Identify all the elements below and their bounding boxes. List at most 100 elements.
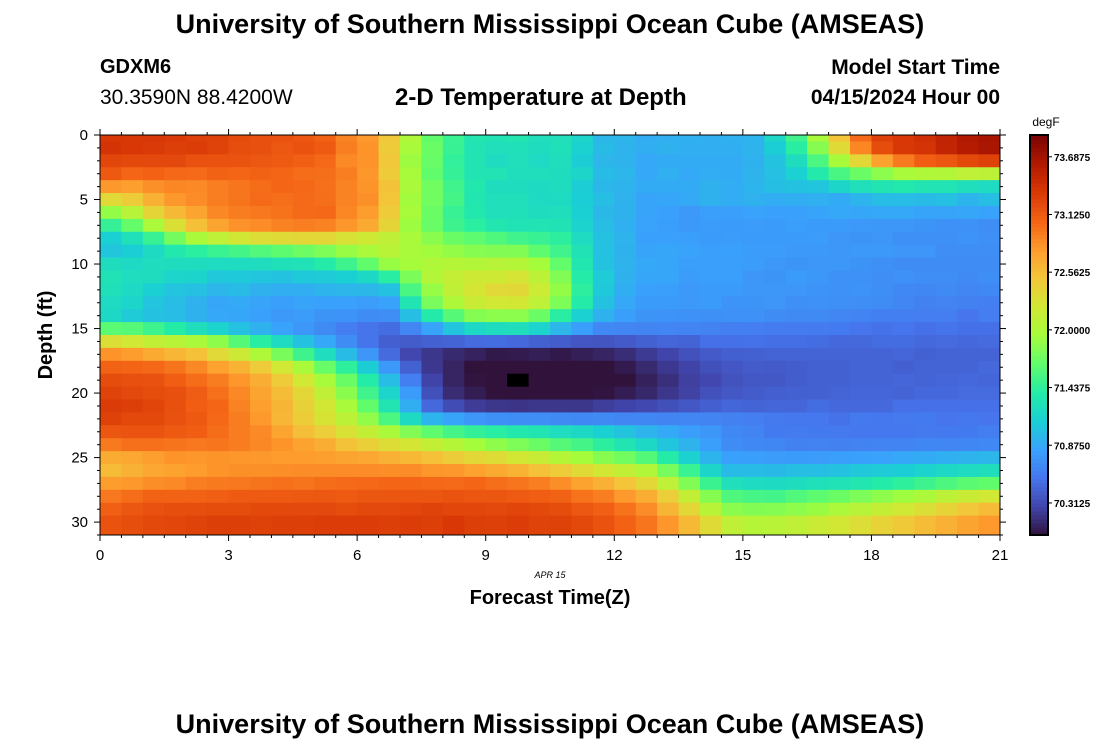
heatmap-cell <box>614 347 637 362</box>
heatmap-cell <box>464 451 487 465</box>
colorbar-segment <box>1030 399 1048 404</box>
heatmap-cell <box>785 386 808 401</box>
heatmap-cell <box>550 193 573 207</box>
heatmap-cell <box>250 244 273 259</box>
heatmap-cell <box>121 451 144 465</box>
heatmap-cell <box>635 205 658 220</box>
heatmap-cell <box>828 296 851 310</box>
heatmap-cell <box>142 373 165 388</box>
heatmap-cell <box>807 489 830 504</box>
heatmap-cell <box>292 373 315 388</box>
heatmap-cell <box>892 154 915 168</box>
heatmap-cell <box>592 231 615 246</box>
heatmap-cell <box>571 257 594 272</box>
heatmap-cell <box>978 205 1000 220</box>
heatmap-cell <box>485 309 508 323</box>
heatmap-cell <box>185 257 208 272</box>
colorbar-segment <box>1030 199 1048 204</box>
heatmap-cell <box>250 360 273 375</box>
heatmap-cell <box>742 322 765 336</box>
heatmap-cell <box>614 515 637 535</box>
heatmap-cell <box>314 515 337 535</box>
heatmap-cell <box>142 412 165 426</box>
heatmap-cell <box>957 425 980 439</box>
heatmap-cell <box>721 489 744 504</box>
colorbar-segment <box>1030 159 1048 164</box>
heatmap-cell <box>764 135 787 143</box>
heatmap-cell <box>614 476 637 491</box>
heatmap-cell <box>892 438 915 452</box>
heatmap-cell <box>635 296 658 310</box>
heatmap-cell <box>614 412 637 426</box>
heatmap-cell <box>528 451 551 465</box>
heatmap-cell <box>142 515 165 535</box>
heatmap-cell <box>785 347 808 362</box>
heatmap-cell <box>442 296 465 310</box>
heatmap-cell <box>314 257 337 272</box>
heatmap-cell <box>485 244 508 259</box>
heatmap-cell <box>292 412 315 426</box>
heatmap-cell <box>185 515 208 535</box>
heatmap-cell <box>571 296 594 310</box>
heatmap-cell <box>485 347 508 362</box>
heatmap-cell <box>678 412 701 426</box>
colorbar-segment <box>1030 235 1048 240</box>
heatmap-cell <box>978 270 1000 284</box>
colorbar-segment <box>1030 223 1048 228</box>
heatmap-cell <box>678 257 701 272</box>
heatmap-cell <box>185 231 208 246</box>
heatmap-cell <box>485 502 508 517</box>
heatmap-cell <box>314 347 337 362</box>
heatmap-cell <box>335 205 358 220</box>
heatmap-cell <box>742 296 765 310</box>
heatmap-cell <box>292 438 315 452</box>
heatmap-cell <box>464 464 487 478</box>
heatmap-cell <box>421 386 444 401</box>
heatmap-cell <box>742 335 765 349</box>
heatmap-cell <box>185 244 208 259</box>
heatmap-cell <box>571 135 594 143</box>
heatmap-cell <box>550 244 573 259</box>
heatmap-cell <box>442 451 465 465</box>
heatmap-cell <box>635 180 658 194</box>
colorbar-segment <box>1030 283 1048 288</box>
heatmap-cell <box>142 425 165 439</box>
heatmap-cell <box>421 451 444 465</box>
heatmap-cell <box>935 489 958 504</box>
y-tick-label: 20 <box>71 385 88 402</box>
heatmap-cell <box>721 257 744 272</box>
heatmap-cell <box>571 399 594 414</box>
heatmap-cell <box>378 399 401 414</box>
heatmap-cell <box>635 451 658 465</box>
heatmap-cell <box>314 205 337 220</box>
heatmap-cell <box>592 438 615 452</box>
colorbar-segment <box>1030 507 1048 512</box>
heatmap-cell <box>400 386 423 401</box>
heatmap-cell <box>421 180 444 194</box>
heatmap-cell <box>421 205 444 220</box>
heatmap-cell <box>228 347 251 362</box>
heatmap-cell <box>464 476 487 491</box>
heatmap-cell <box>592 167 615 181</box>
heatmap-cell <box>357 425 380 439</box>
heatmap-cell <box>635 193 658 207</box>
heatmap-cell <box>400 270 423 284</box>
colorbar-segment <box>1030 403 1048 408</box>
heatmap-cell <box>807 502 830 517</box>
heatmap-cell <box>121 193 144 207</box>
heatmap-cell <box>828 193 851 207</box>
heatmap-cell <box>228 167 251 181</box>
x-tick-label: 18 <box>863 547 880 564</box>
heatmap-cell <box>892 425 915 439</box>
heatmap-cell <box>935 180 958 194</box>
heatmap-cell <box>464 309 487 323</box>
heatmap-cell <box>164 135 187 143</box>
heatmap-cell <box>850 515 873 535</box>
heatmap-cell <box>742 489 765 504</box>
heatmap-cell <box>721 205 744 220</box>
heatmap-cell <box>935 257 958 272</box>
heatmap-cell <box>764 502 787 517</box>
heatmap-cell <box>678 373 701 388</box>
heatmap-cell <box>142 154 165 168</box>
heatmap-cell <box>335 476 358 491</box>
